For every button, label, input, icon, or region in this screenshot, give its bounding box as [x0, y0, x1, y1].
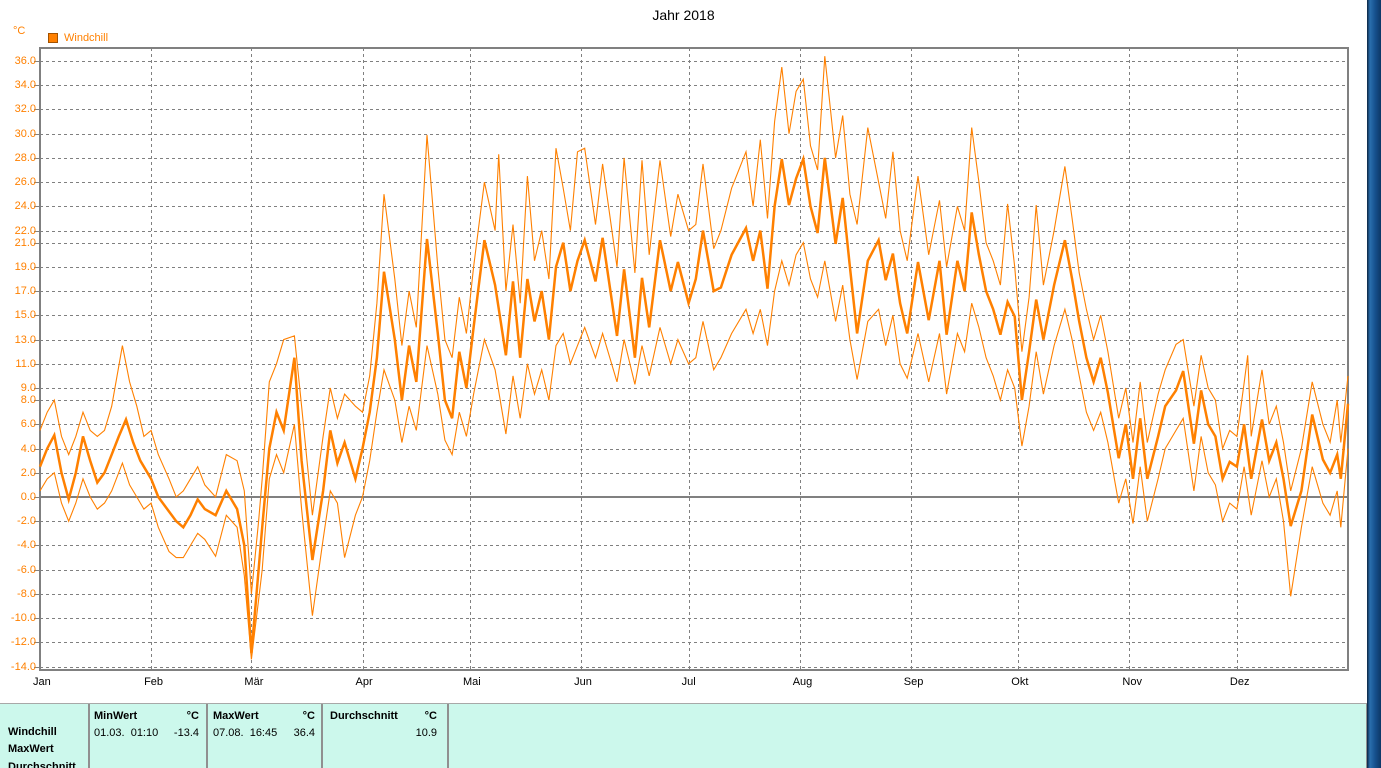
stats-header-durchschnitt: Durchschnitt °C: [330, 710, 437, 723]
series-line-max: [39, 56, 1349, 594]
y-tick-label: 8.0: [20, 394, 36, 407]
y-tick-label: -12.0: [10, 636, 36, 649]
y-tick-label: 34.0: [14, 79, 36, 92]
month-label-feb: Feb: [144, 676, 164, 688]
month-label-sep: Sep: [903, 676, 924, 688]
y-tick-label: 11.0: [15, 357, 36, 370]
y-tick-label: 17.0: [14, 285, 36, 298]
y-tick-label: 2.0: [20, 466, 36, 479]
month-label-aug: Aug: [792, 676, 813, 688]
y-tick-label: -4.0: [17, 539, 36, 552]
y-tick-label: 13.0: [14, 333, 36, 346]
month-label-okt: Okt: [1011, 676, 1029, 688]
stats-mean-value: 10.9: [415, 727, 437, 739]
stats-value-minwert: 01.03. 01:10 -13.4: [94, 727, 199, 740]
windchill-legend-label: Windchill: [64, 31, 109, 44]
stats-max-value: 36.4: [293, 727, 315, 739]
y-tick-label: 6.0: [20, 418, 36, 431]
stats-table: Windchill MaxWert Durchschnitt MinWert °…: [0, 703, 1367, 768]
axes: [39, 47, 1349, 671]
stats-value-maxwert: 07.08. 16:45 36.4: [213, 727, 315, 740]
month-label-mär: Mär: [244, 676, 264, 688]
y-tick-label: 9.0: [20, 382, 36, 394]
stats-row-label-windchill: Windchill: [8, 726, 57, 738]
stats-max-datetime: 07.08. 16:45: [213, 727, 278, 739]
y-tick-label: -8.0: [17, 587, 36, 600]
stats-header-label: MinWert: [94, 710, 138, 722]
stats-header-unit: °C: [424, 710, 437, 722]
stats-header-label: MaxWert: [213, 710, 259, 722]
month-label-jan: Jan: [33, 676, 51, 688]
y-tick-label: 32.0: [14, 103, 36, 116]
y-tick-label: 24.0: [14, 200, 36, 213]
stats-column-separator: [321, 704, 323, 768]
y-tick-label: 26.0: [14, 176, 36, 189]
page-title: Jahr 2018: [652, 7, 715, 23]
windchill-legend-swatch-icon: [48, 33, 58, 43]
y-tick-label: 0.0: [20, 491, 36, 503]
y-tick-label: -2.0: [17, 515, 36, 528]
series-line-mean: [38, 154, 1350, 654]
y-tick-label: 28.0: [14, 151, 36, 164]
y-tick-label: -14.0: [10, 660, 36, 673]
y-tick-label: -6.0: [17, 563, 36, 576]
month-label-jun: Jun: [574, 676, 592, 688]
y-tick-label: 15.0: [14, 309, 36, 322]
month-label-apr: Apr: [355, 676, 373, 688]
month-label-dez: Dez: [1229, 676, 1250, 688]
legend: Windchill: [48, 32, 108, 44]
y-tick-label: 19.0: [14, 260, 36, 273]
stats-column-separator: [447, 704, 449, 768]
stats-column-separator: [88, 704, 90, 768]
y-tick-label: 36.0: [14, 55, 36, 67]
gridlines: [34, 48, 1348, 670]
stats-min-value: -13.4: [173, 727, 199, 739]
window-edge-strip: [1367, 0, 1381, 768]
series-line-min: [39, 241, 1349, 660]
y-tick-label: -10.0: [10, 612, 36, 625]
y-tick-label: 30.0: [14, 127, 36, 140]
windchill-series: [38, 56, 1350, 660]
stats-header-unit: °C: [186, 710, 199, 722]
month-label-mai: Mai: [463, 676, 481, 688]
month-label-jul: Jul: [681, 676, 696, 688]
stats-row-label-maxwert: MaxWert: [8, 743, 54, 755]
stats-header-maxwert: MaxWert °C: [213, 710, 315, 723]
stats-header-unit: °C: [302, 710, 315, 722]
stats-min-datetime: 01.03. 01:10: [94, 727, 159, 739]
stats-column-separator: [206, 704, 208, 768]
stats-header-label: Durchschnitt: [330, 710, 398, 722]
y-tick-label: 4.0: [20, 442, 36, 455]
y-tick-label: 22.0: [14, 224, 36, 237]
stats-header-minwert: MinWert °C: [94, 710, 199, 723]
stats-value-durchschnitt: 10.9: [330, 727, 437, 740]
month-label-nov: Nov: [1122, 676, 1142, 688]
stats-row-label-durchschnitt: Durchschnitt: [8, 761, 76, 768]
y-tick-label: 21.0: [14, 236, 36, 249]
y-axis-unit-label: °C: [13, 25, 26, 37]
